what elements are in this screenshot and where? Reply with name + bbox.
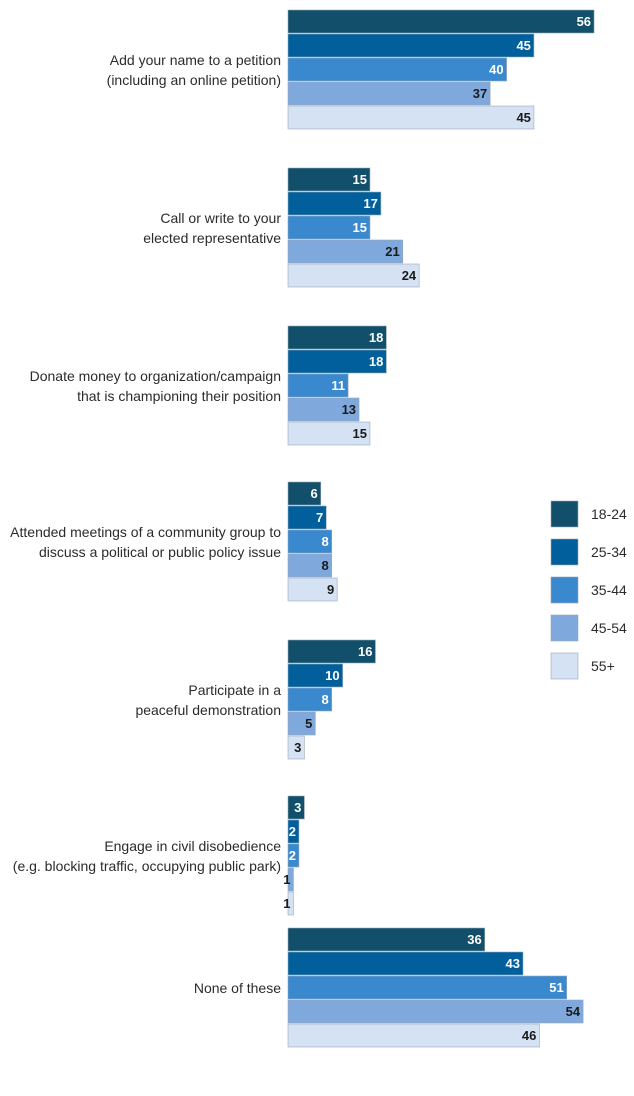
category-label-6: None of these bbox=[194, 980, 281, 996]
bar-0-3 bbox=[287, 81, 491, 106]
bar-4-4 bbox=[287, 735, 305, 760]
bar-1-2 bbox=[287, 215, 371, 240]
bar-6-4 bbox=[287, 1023, 540, 1048]
bar-5-1 bbox=[287, 819, 300, 844]
legend-label-1: 25-34 bbox=[591, 544, 627, 560]
bar-5-3 bbox=[287, 867, 294, 892]
bar-0-1 bbox=[287, 33, 535, 58]
value-label-4-4: 3 bbox=[294, 740, 301, 755]
bar-0-4 bbox=[287, 105, 535, 130]
bar-5-0 bbox=[287, 795, 305, 820]
bar-2-0 bbox=[287, 325, 387, 350]
bar-2-4 bbox=[287, 421, 371, 446]
value-label-1-0: 15 bbox=[353, 172, 367, 187]
bar-3-2 bbox=[287, 529, 333, 554]
category-labels-layer: Add your name to a petition (including an… bbox=[10, 52, 281, 996]
value-label-1-2: 15 bbox=[353, 220, 367, 235]
value-label-6-4: 46 bbox=[522, 1028, 536, 1043]
bar-0-2 bbox=[287, 57, 507, 82]
legend-label-0: 18-24 bbox=[591, 506, 627, 522]
value-label-3-4: 9 bbox=[327, 582, 334, 597]
value-label-0-3: 37 bbox=[473, 86, 487, 101]
value-label-0-2: 40 bbox=[489, 62, 503, 77]
value-label-2-0: 18 bbox=[369, 330, 383, 345]
value-label-0-4: 45 bbox=[516, 110, 530, 125]
legend-swatch-2 bbox=[550, 576, 579, 604]
legend-label-3: 45-54 bbox=[591, 620, 627, 636]
legend-swatch-4 bbox=[550, 652, 579, 680]
category-label-0: Add your name to a petition (including an… bbox=[107, 52, 281, 88]
value-label-0-1: 45 bbox=[516, 38, 530, 53]
bar-6-0 bbox=[287, 927, 486, 952]
category-label-5: Engage in civil disobedience (e.g. blocki… bbox=[13, 838, 281, 874]
bar-6-1 bbox=[287, 951, 524, 976]
value-label-6-0: 36 bbox=[467, 932, 481, 947]
value-label-1-3: 21 bbox=[385, 244, 399, 259]
value-label-2-1: 18 bbox=[369, 354, 383, 369]
value-label-1-4: 24 bbox=[402, 268, 417, 283]
bar-5-4 bbox=[287, 891, 294, 916]
bar-4-2 bbox=[287, 687, 333, 712]
bar-0-0 bbox=[287, 9, 595, 34]
category-label-3: Attended meetings of a community group t… bbox=[10, 524, 281, 560]
value-label-2-2: 11 bbox=[331, 378, 345, 393]
bar-6-2 bbox=[287, 975, 568, 1000]
value-label-2-4: 15 bbox=[353, 426, 367, 441]
value-label-6-2: 51 bbox=[549, 980, 563, 995]
bar-1-4 bbox=[287, 263, 420, 288]
category-label-2: Donate money to organization/campaign tha… bbox=[30, 368, 281, 404]
legend-swatch-1 bbox=[550, 538, 579, 566]
legend: 18-24 25-34 35-44 45-54 55+ bbox=[550, 500, 627, 680]
bars-layer: 5645403745151715212418181113156788916108… bbox=[283, 9, 595, 1048]
value-label-2-3: 13 bbox=[342, 402, 356, 417]
bar-2-3 bbox=[287, 397, 360, 422]
value-label-5-4: 1 bbox=[283, 896, 290, 911]
bar-3-3 bbox=[287, 553, 333, 578]
bar-4-3 bbox=[287, 711, 316, 736]
value-label-3-1: 7 bbox=[316, 510, 323, 525]
bar-4-0 bbox=[287, 639, 376, 664]
bar-3-1 bbox=[287, 505, 327, 530]
value-label-4-0: 16 bbox=[358, 644, 372, 659]
bar-4-1 bbox=[287, 663, 343, 688]
bar-1-3 bbox=[287, 239, 404, 264]
value-label-5-1: 2 bbox=[289, 824, 296, 839]
legend-swatch-3 bbox=[550, 614, 579, 642]
bar-5-2 bbox=[287, 843, 300, 868]
value-label-5-2: 2 bbox=[289, 848, 296, 863]
value-label-4-1: 10 bbox=[325, 668, 339, 683]
value-label-3-3: 8 bbox=[321, 558, 328, 573]
bar-1-0 bbox=[287, 167, 371, 192]
bar-2-1 bbox=[287, 349, 387, 374]
legend-label-4: 55+ bbox=[591, 658, 615, 674]
category-label-4: Participate in a peaceful demonstration bbox=[135, 682, 281, 718]
bar-6-3 bbox=[287, 999, 584, 1024]
category-label-1: Call or write to your elected representat… bbox=[143, 210, 281, 246]
legend-swatch-0 bbox=[550, 500, 579, 528]
value-label-1-1: 17 bbox=[363, 196, 377, 211]
value-label-6-3: 54 bbox=[566, 1004, 581, 1019]
bar-1-1 bbox=[287, 191, 382, 216]
bar-3-4 bbox=[287, 577, 338, 602]
value-label-0-0: 56 bbox=[577, 14, 591, 29]
value-label-4-3: 5 bbox=[305, 716, 312, 731]
value-label-3-2: 8 bbox=[321, 534, 328, 549]
value-label-5-0: 3 bbox=[294, 800, 301, 815]
legend-label-2: 35-44 bbox=[591, 582, 627, 598]
value-label-4-2: 8 bbox=[321, 692, 328, 707]
value-label-3-0: 6 bbox=[311, 486, 318, 501]
bar-2-2 bbox=[287, 373, 349, 398]
bar-3-0 bbox=[287, 481, 322, 506]
value-label-6-1: 43 bbox=[506, 956, 520, 971]
value-label-5-3: 1 bbox=[283, 872, 290, 887]
